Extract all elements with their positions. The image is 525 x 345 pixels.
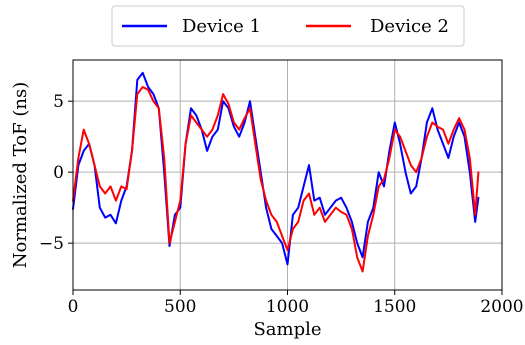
x-tick-label: 500	[164, 297, 196, 317]
series-line-device-1	[72, 71, 480, 266]
x-tick-label: 1000	[266, 297, 309, 317]
y-tick-label: −5	[39, 234, 64, 254]
y-tick-label: 0	[53, 163, 64, 183]
grid-lines	[73, 60, 502, 290]
legend-label-device-1: Device 1	[182, 16, 261, 37]
x-axis-label: Sample	[253, 319, 321, 340]
legend-box	[111, 5, 465, 47]
y-tick-label: 5	[53, 92, 64, 112]
legend: Device 1 Device 2	[111, 5, 465, 47]
series-lines	[72, 71, 480, 273]
x-tick-label: 1500	[373, 297, 416, 317]
series-line-device-2	[72, 86, 480, 273]
y-axis-label: Normalized ToF (ns)	[10, 82, 31, 268]
x-tick-label: 0	[68, 297, 79, 317]
axis-ticks: 0 500 1000 1500 2000 5 0 −5	[39, 92, 524, 317]
x-tick-label: 2000	[480, 297, 523, 317]
legend-label-device-2: Device 2	[370, 16, 449, 37]
